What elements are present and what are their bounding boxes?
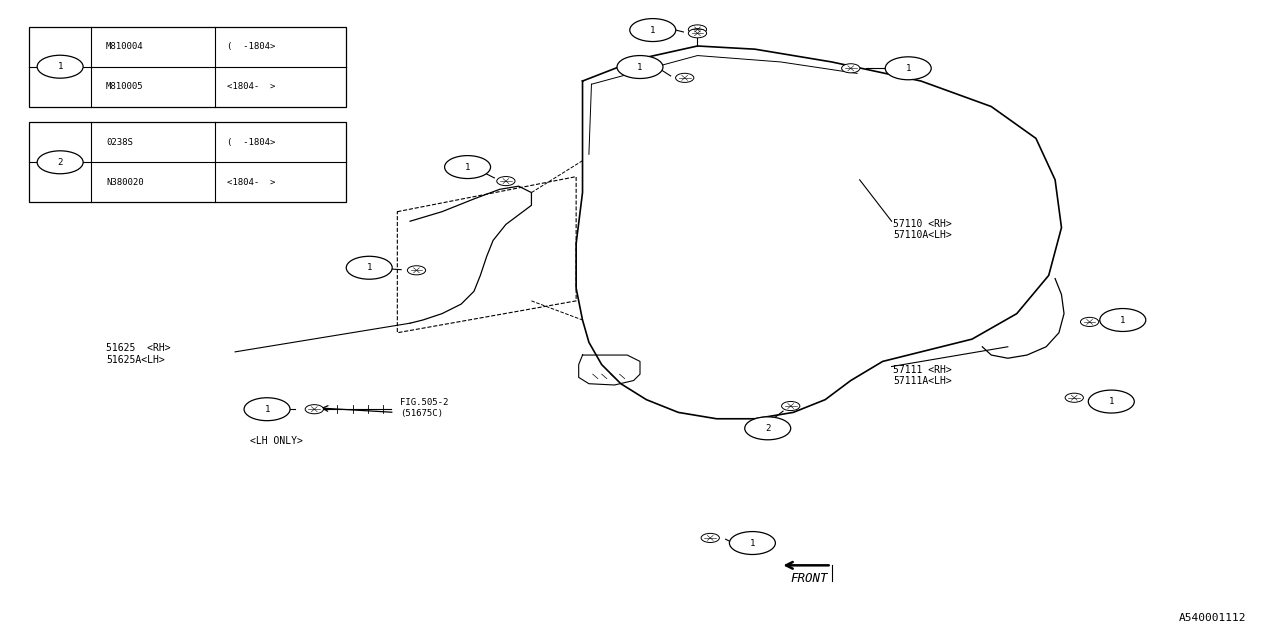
Text: 1: 1 xyxy=(465,163,470,172)
Text: <LH ONLY>: <LH ONLY> xyxy=(251,436,303,446)
Text: 1: 1 xyxy=(58,62,63,71)
Circle shape xyxy=(1088,390,1134,413)
Text: 1: 1 xyxy=(637,63,643,72)
Circle shape xyxy=(782,401,800,411)
Circle shape xyxy=(689,29,707,38)
Text: <1804-  >: <1804- > xyxy=(228,82,275,91)
Text: 1: 1 xyxy=(1120,316,1125,324)
Text: 0238S: 0238S xyxy=(106,138,133,147)
Circle shape xyxy=(497,177,515,186)
Text: 2: 2 xyxy=(58,158,63,167)
Circle shape xyxy=(37,55,83,78)
Circle shape xyxy=(444,156,490,179)
Text: FRONT: FRONT xyxy=(791,572,828,584)
Circle shape xyxy=(305,404,324,414)
Text: 1: 1 xyxy=(750,538,755,548)
FancyBboxPatch shape xyxy=(29,27,346,106)
Text: 1: 1 xyxy=(366,263,372,272)
Text: FIG.505-2
(51675C): FIG.505-2 (51675C) xyxy=(399,398,448,418)
Circle shape xyxy=(630,19,676,42)
Circle shape xyxy=(1100,308,1146,332)
Text: <1804-  >: <1804- > xyxy=(228,178,275,187)
Circle shape xyxy=(407,266,426,275)
Text: A540001112: A540001112 xyxy=(1179,612,1247,623)
Circle shape xyxy=(676,74,694,83)
Circle shape xyxy=(842,64,860,73)
Circle shape xyxy=(617,56,663,79)
Text: 2: 2 xyxy=(765,424,771,433)
FancyBboxPatch shape xyxy=(29,122,346,202)
Circle shape xyxy=(886,57,932,80)
Text: 51625  <RH>
51625A<LH>: 51625 <RH> 51625A<LH> xyxy=(106,343,170,365)
Text: N380020: N380020 xyxy=(106,178,143,187)
Text: 57110 <RH>
57110A<LH>: 57110 <RH> 57110A<LH> xyxy=(893,219,951,240)
Circle shape xyxy=(244,397,291,420)
Text: 57111 <RH>
57111A<LH>: 57111 <RH> 57111A<LH> xyxy=(893,365,951,386)
Text: M810005: M810005 xyxy=(106,82,143,91)
Circle shape xyxy=(745,417,791,440)
Text: 1: 1 xyxy=(650,26,655,35)
Circle shape xyxy=(346,256,392,279)
Circle shape xyxy=(730,532,776,554)
Text: (  -1804>: ( -1804> xyxy=(228,138,275,147)
Circle shape xyxy=(689,25,707,34)
Text: 1: 1 xyxy=(265,404,270,413)
Text: M810004: M810004 xyxy=(106,42,143,51)
Circle shape xyxy=(701,533,719,543)
Circle shape xyxy=(1080,317,1098,326)
Text: (  -1804>: ( -1804> xyxy=(228,42,275,51)
Text: 1: 1 xyxy=(1108,397,1114,406)
Text: 1: 1 xyxy=(905,64,911,73)
Circle shape xyxy=(1065,393,1083,403)
Circle shape xyxy=(37,151,83,173)
